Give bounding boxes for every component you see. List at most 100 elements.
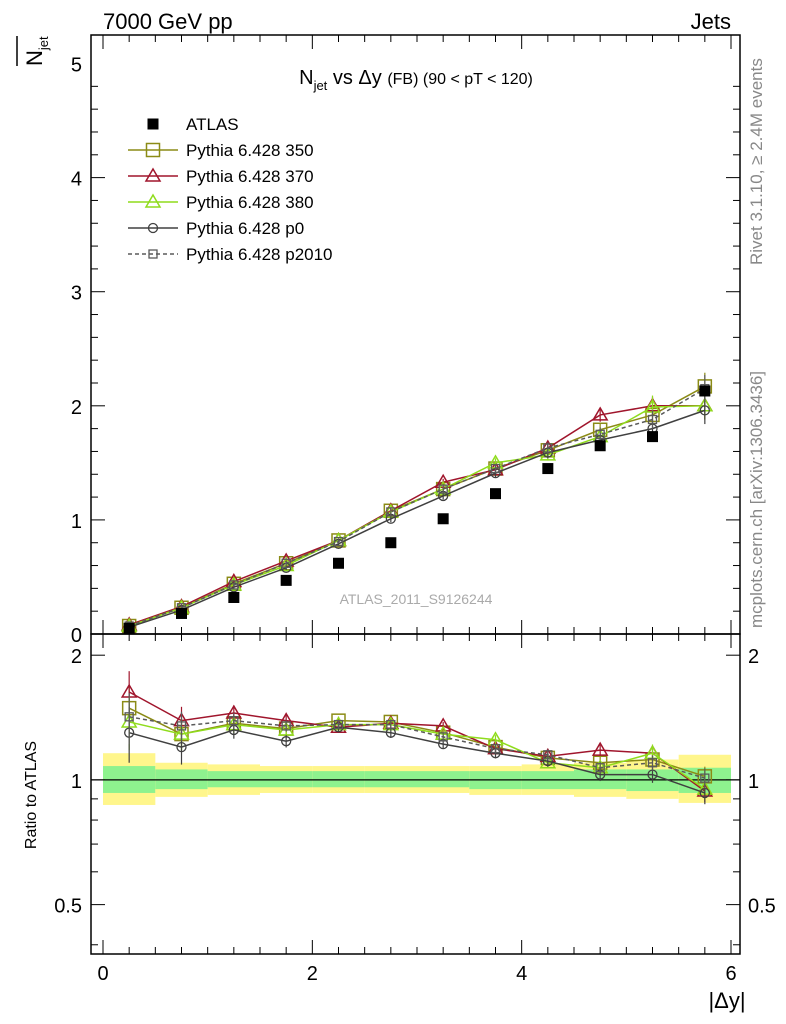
legend-marker-atlas: [147, 118, 159, 130]
data-point-p2010: [386, 507, 396, 517]
ratio-ytick-label: 1: [71, 771, 82, 793]
data-point-p2010: [281, 558, 291, 568]
series-line-p370: [128, 405, 705, 626]
ratio-panel-data: [120, 671, 714, 805]
ratio-ytick-label: 2: [71, 646, 82, 668]
ratio-point-p2010: [176, 721, 187, 731]
legend-marker-p350: [145, 142, 161, 158]
data-point-p2010: [647, 414, 658, 425]
main-panel-ticks: 0 1 2 3 4 5: [71, 35, 740, 647]
ratio-point-p0: [699, 787, 710, 799]
xtick-label: 0: [97, 963, 108, 985]
data-point-p370: [591, 406, 609, 421]
header-right: Jets: [691, 9, 731, 34]
ratio-ytick-label-right: 0.5: [748, 896, 776, 918]
ratio-line-p2010: [129, 716, 706, 779]
ratio-point-p2010: [386, 719, 396, 730]
legend-marker-p0: [147, 222, 159, 234]
ratio-point-p2010: [333, 719, 344, 730]
ratio-panel-ticks: 0.5 0.5 1 1 2 2 0 2 4 6: [54, 634, 776, 985]
main-title-mid: vs Δy: [327, 67, 387, 89]
legend: ATLAS Pythia 6.428 350 Pythia 6.428 370 Pyt…: [128, 115, 333, 264]
main-ytick-label: 5: [71, 55, 82, 77]
ratio-point-p2010: [124, 712, 134, 722]
ratio-point-p2010: [281, 721, 291, 731]
data-point-atlas: [280, 574, 292, 586]
ratio-line-p380: [128, 721, 706, 790]
xtick-label: 2: [307, 963, 318, 985]
ratio-line-p350: [128, 707, 706, 778]
main-title-range: (90 < pT < 120): [423, 71, 533, 88]
main-ylabel-text: Njet: [22, 36, 51, 66]
main-title-n: N: [299, 67, 313, 89]
ratio-point-p0: [176, 741, 187, 753]
header-left: 7000 GeV pp: [103, 9, 233, 34]
ratio-ytick-label-right: 1: [748, 771, 759, 793]
ratio-panel-frame: [90, 633, 741, 955]
main-title-sub: jet: [313, 78, 328, 93]
main-ytick-label: 0: [71, 625, 82, 647]
data-point-p2010: [333, 536, 344, 547]
ratio-point-p2010: [700, 773, 710, 783]
data-point-atlas: [176, 607, 187, 619]
main-ylabel-sub: jet: [36, 36, 51, 51]
ratio-point-p2010: [438, 732, 448, 742]
data-point-atlas: [594, 440, 606, 452]
analysis-watermark: ATLAS_2011_S9126244: [340, 591, 493, 607]
series-line-p0: [128, 409, 706, 628]
main-title: Njet vs Δy (FB) (90 < pT < 120): [299, 67, 533, 93]
ratio-point-p2010: [490, 743, 501, 754]
data-point-atlas: [228, 591, 240, 603]
ratio-point-p370: [591, 741, 609, 756]
main-ylabel: Njet: [16, 36, 51, 66]
ratio-line-p370: [128, 691, 706, 792]
legend-label-p350: Pythia 6.428 350: [186, 141, 314, 160]
mcplots-label: mcplots.cern.ch [arXiv:1306.3436]: [747, 371, 766, 628]
legend-label-p380: Pythia 6.428 380: [186, 193, 314, 212]
data-point-p2010: [229, 580, 239, 590]
series-line-p2010: [128, 388, 706, 627]
xtick-label: 6: [725, 963, 736, 985]
data-point-p2010: [438, 484, 448, 494]
atlas-uncertainty-band-inner: [312, 771, 365, 788]
legend-label-p370: Pythia 6.428 370: [186, 167, 314, 186]
data-point-p0: [699, 405, 710, 416]
ratio-point-p0: [281, 736, 292, 747]
atlas-uncertainty-band-inner: [417, 771, 470, 788]
ratio-point-p2010: [595, 763, 605, 773]
ratio-line-p0: [128, 726, 706, 794]
data-point-atlas: [437, 513, 449, 525]
ratio-ylabel: Ratio to ATLAS: [23, 741, 40, 849]
main-ytick-label: 4: [71, 169, 82, 191]
data-point-atlas: [333, 557, 344, 569]
data-point-p2010: [595, 429, 605, 439]
xtick-label: 4: [516, 963, 527, 985]
data-point-p2010: [490, 463, 501, 474]
legend-marker-p380: [144, 193, 162, 208]
atlas-uncertainty-band-inner: [260, 771, 313, 788]
atlas-uncertainty-band-inner: [364, 771, 417, 788]
data-point-atlas: [542, 463, 554, 475]
main-ytick-label: 2: [71, 397, 82, 419]
legend-label-p0: Pythia 6.428 p0: [186, 219, 304, 238]
legend-label-atlas: ATLAS: [186, 115, 239, 134]
main-panel-data: [120, 372, 714, 634]
ratio-point-p2010: [229, 716, 239, 726]
xaxis-label: |Δy|: [708, 988, 745, 1013]
ratio-point-p2010: [647, 758, 658, 768]
legend-marker-p370: [144, 167, 162, 182]
legend-marker-p2010: [148, 249, 158, 259]
ratio-point-p2010: [543, 750, 553, 760]
ratio-panel-background: [91, 753, 740, 805]
main-ylabel-n: N: [22, 50, 47, 66]
rivet-version-label: Rivet 3.1.10, ≥ 2.4M events: [747, 58, 766, 265]
atlas-uncertainty-band-inner: [207, 771, 260, 788]
ratio-ytick-label: 0.5: [54, 896, 82, 918]
main-title-fb: (FB): [387, 71, 423, 88]
data-point-atlas: [385, 537, 397, 549]
legend-label-p2010: Pythia 6.428 p2010: [186, 245, 333, 264]
main-ytick-label: 1: [71, 511, 82, 533]
data-point-atlas: [490, 488, 501, 500]
data-point-atlas: [699, 385, 711, 397]
